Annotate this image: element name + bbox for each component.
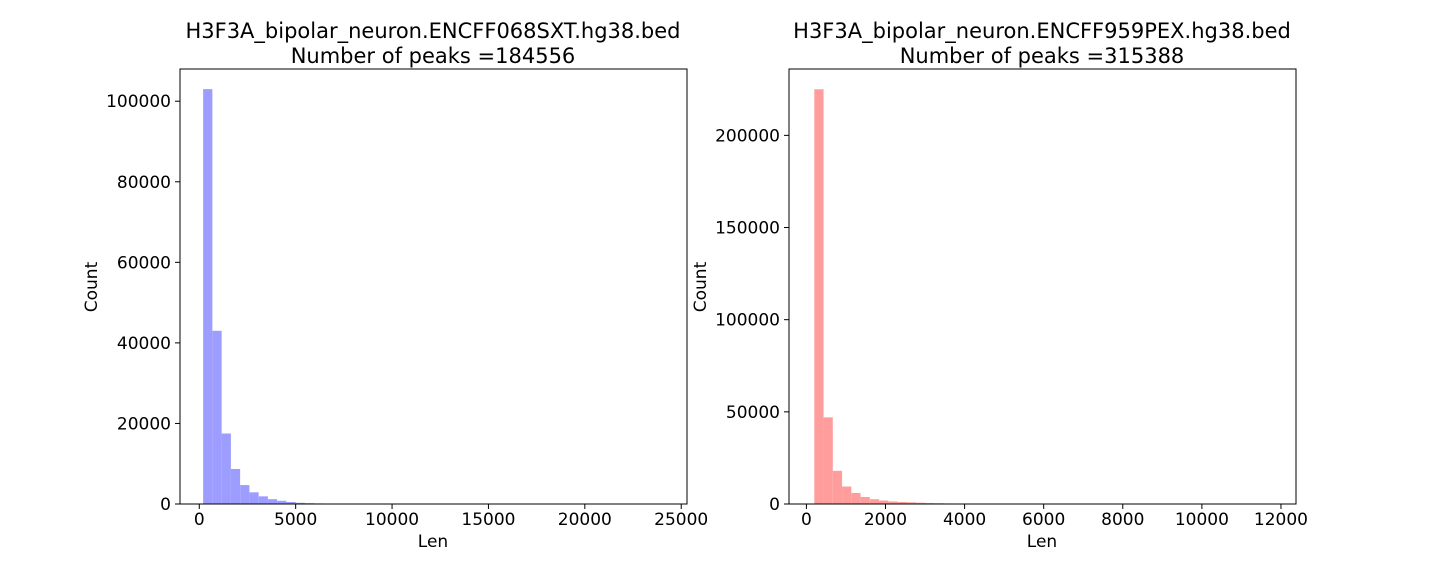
plot-frame (179, 68, 688, 505)
y-ticks: 0 50000 100000 150000 200000 (715, 126, 789, 515)
histogram-bar (832, 470, 843, 504)
y-tick-label: 100000 (715, 311, 780, 331)
y-tick-label: 200000 (715, 126, 780, 146)
histogram-bar (879, 500, 889, 504)
x-tick-label: 6000 (1022, 510, 1065, 530)
histogram-bar (888, 501, 898, 504)
y-tick-label: 80000 (117, 173, 171, 193)
x-axis-label: Len (1027, 532, 1057, 552)
histogram-bar (230, 468, 241, 504)
y-tick-label: 20000 (117, 414, 171, 434)
y-axis-label: Count (691, 261, 711, 312)
histogram-bar (906, 502, 917, 504)
histogram-bar (869, 499, 880, 504)
x-tick-label: 15000 (461, 510, 515, 530)
histogram-bar (203, 89, 213, 504)
x-tick-label: 0 (194, 510, 205, 530)
x-tick-label: 10000 (1175, 510, 1229, 530)
histogram-bar (814, 89, 824, 504)
histogram-bar (249, 492, 259, 504)
x-ticks: 0 2000 4000 6000 8000 10000 12000 (801, 504, 1308, 530)
histogram-bar (277, 500, 287, 504)
y-axis-label: Count (82, 261, 102, 312)
histogram-bar (240, 485, 250, 504)
y-tick-label: 60000 (117, 253, 171, 273)
chart-subtitle: Number of peaks =184556 (291, 44, 576, 68)
x-tick-label: 4000 (943, 510, 986, 530)
histogram-bar (823, 417, 833, 504)
histogram-bar (842, 486, 852, 504)
x-ticks: 0 5000 10000 15000 20000 25000 (194, 504, 708, 530)
chart-subtitle: Number of peaks =315388 (900, 44, 1185, 68)
chart-title: H3F3A_bipolar_neuron.ENCFF068SXT.hg38.be… (185, 19, 680, 44)
bars-group (203, 89, 500, 504)
y-tick-label: 50000 (726, 403, 780, 423)
y-tick-label: 0 (769, 495, 780, 515)
histogram-panel-left: H3F3A_bipolar_neuron.ENCFF068SXT.hg38.be… (82, 19, 708, 552)
histogram-bar (860, 497, 870, 504)
histogram-bar (851, 492, 861, 504)
histogram-bar (258, 496, 268, 504)
x-tick-label: 5000 (274, 510, 317, 530)
y-tick-label: 150000 (715, 219, 780, 239)
y-ticks: 0 20000 40000 60000 80000 100000 (106, 92, 180, 515)
x-tick-label: 25000 (654, 510, 708, 530)
y-tick-label: 0 (160, 495, 171, 515)
x-tick-label: 0 (801, 510, 812, 530)
histogram-panel-right: H3F3A_bipolar_neuron.ENCFF959PEX.hg38.be… (691, 19, 1308, 552)
x-tick-label: 10000 (365, 510, 419, 530)
histogram-bar (286, 501, 296, 504)
histogram-bar (221, 433, 231, 504)
histogram-bar (212, 330, 222, 504)
x-tick-label: 20000 (558, 510, 612, 530)
y-tick-label: 100000 (106, 92, 171, 112)
x-axis-label: Len (418, 532, 448, 552)
y-tick-label: 40000 (117, 334, 171, 354)
chart-title: H3F3A_bipolar_neuron.ENCFF959PEX.hg38.be… (793, 19, 1291, 44)
histogram-bar (916, 502, 926, 504)
bars-group (814, 89, 1194, 504)
histogram-bar (295, 502, 305, 504)
x-tick-label: 2000 (864, 510, 907, 530)
histogram-bar (267, 499, 278, 504)
histogram-bar (897, 501, 907, 504)
x-tick-label: 12000 (1254, 510, 1308, 530)
plot-frame (788, 68, 1297, 505)
x-tick-label: 8000 (1101, 510, 1144, 530)
